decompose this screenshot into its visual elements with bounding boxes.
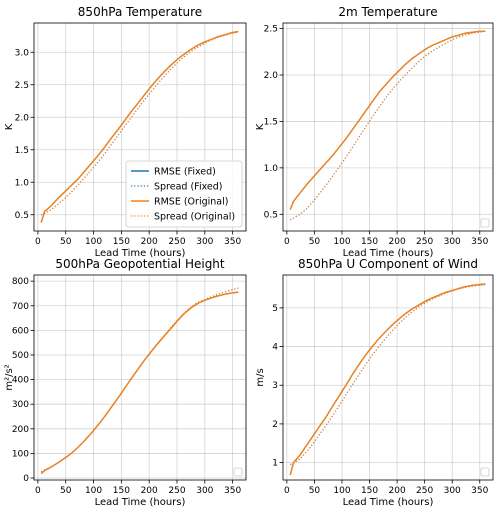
legend-label: RMSE (Original)	[154, 197, 228, 208]
x-tick-label: 350	[471, 237, 488, 247]
x-tick-label: 0	[35, 237, 41, 247]
x-tick-label: 100	[333, 237, 350, 247]
y-tick-label: 2.0	[15, 113, 30, 123]
y-tick-label: 2	[272, 420, 278, 430]
y-tick-label: 1.0	[15, 178, 30, 188]
x-tick-label: 100	[85, 486, 102, 496]
x-tick-label: 50	[60, 237, 72, 247]
x-tick-label: 350	[224, 237, 241, 247]
series-line-rmse-original	[289, 283, 486, 476]
x-tick-label: 0	[35, 486, 41, 496]
legend-label: Spread (Original)	[154, 212, 235, 223]
y-axis-label: K	[4, 123, 15, 130]
y-tick-label: 1	[272, 459, 278, 469]
y-tick-label: 1.5	[264, 117, 278, 127]
chart-title: 850hPa Temperature	[78, 5, 202, 19]
y-tick-label: 600	[12, 326, 29, 336]
axes-frame	[33, 274, 247, 481]
axes-frame	[282, 274, 494, 481]
x-axis-label: Lead Time (hours)	[343, 248, 434, 259]
x-tick-label: 300	[196, 486, 213, 496]
series-line-rmse-fixed	[289, 30, 486, 210]
y-tick-label: 400	[12, 376, 29, 386]
x-tick-label: 0	[284, 486, 290, 496]
y-tick-label: 0	[23, 474, 29, 484]
x-tick-label: 300	[444, 237, 461, 247]
x-tick-label: 250	[416, 237, 433, 247]
chart-title: 500hPa Geopotential Height	[55, 257, 225, 271]
y-tick-label: 1.5	[15, 146, 29, 156]
series-line-rmse-fixed	[289, 283, 486, 476]
x-tick-label: 150	[361, 486, 378, 496]
panel-500hpa-geopotential-height: 0 50 100 150 200 250 300 350 0 100 200 300 400 500 600…	[4, 257, 247, 508]
x-tick-label: 200	[141, 486, 158, 496]
panel-850hpa-u-component-of-wind: 0 50 100 150 200 250 300 350 1 2 3 4 5 850hPa U Compo…	[255, 257, 494, 508]
legend-box-empty	[480, 218, 490, 228]
x-tick-label: 350	[224, 486, 241, 496]
x-tick-label: 200	[389, 486, 406, 496]
x-tick-label: 350	[471, 486, 488, 496]
chart-title: 2m Temperature	[338, 5, 437, 19]
y-tick-label: 3	[272, 381, 278, 391]
x-tick-label: 50	[60, 486, 72, 496]
y-tick-label: 700	[12, 302, 29, 312]
x-tick-label: 150	[361, 237, 378, 247]
y-tick-label: 200	[12, 425, 29, 435]
series-line-rmse-original	[40, 291, 239, 475]
y-tick-label: 100	[12, 449, 29, 459]
series-line-spread-fixed	[290, 284, 486, 466]
x-axis-label: Lead Time (hours)	[343, 497, 434, 508]
y-tick-label: 300	[12, 400, 29, 410]
y-tick-label: 0.5	[264, 210, 278, 220]
legend-label: RMSE (Fixed)	[154, 167, 216, 178]
x-axis-label: Lead Time (hours)	[95, 497, 186, 508]
series-line-rmse-original	[289, 30, 486, 210]
y-tick-label: 5	[272, 304, 278, 314]
x-tick-label: 100	[85, 237, 102, 247]
series-line-spread-fixed	[289, 30, 486, 221]
legend-box	[125, 160, 243, 228]
series-line-rmse-fixed	[40, 291, 239, 475]
legend-box-empty	[233, 467, 243, 477]
axes-frame	[33, 22, 247, 232]
y-tick-label: 3.0	[15, 48, 30, 58]
x-tick-label: 200	[389, 237, 406, 247]
y-axis-label: K	[255, 123, 266, 130]
y-axis-label: m²/s²	[4, 364, 15, 390]
y-tick-label: 0.5	[15, 211, 29, 221]
y-axis-label: m/s	[255, 368, 266, 386]
x-tick-label: 300	[196, 237, 213, 247]
x-tick-label: 100	[333, 486, 350, 496]
x-axis-label: Lead Time (hours)	[95, 248, 186, 259]
series-line-spread-original	[40, 287, 239, 473]
y-tick-label: 2.5	[15, 81, 29, 91]
y-tick-label: 2.0	[264, 71, 279, 81]
x-tick-label: 300	[444, 486, 461, 496]
x-tick-label: 250	[168, 486, 185, 496]
y-tick-label: 1.0	[264, 164, 279, 174]
series-line-spread-original	[290, 284, 486, 466]
legend-box-empty	[480, 467, 490, 477]
x-tick-label: 250	[416, 486, 433, 496]
y-tick-label: 2.5	[264, 25, 278, 35]
legend: RMSE (Fixed) Spread (Fixed) RMSE (Original…	[125, 160, 243, 228]
y-tick-label: 4	[272, 343, 278, 353]
x-tick-label: 50	[309, 237, 321, 247]
panel-2m-temperature: 0 50 100 150 200 250 300 350 0.5 1.0 1.5 2.0 2.5 2m T…	[255, 5, 494, 259]
series-line-spread-original	[289, 30, 486, 221]
axes-frame	[282, 22, 494, 232]
x-tick-label: 0	[284, 237, 290, 247]
x-tick-label: 150	[113, 237, 130, 247]
series-line-rmse-original	[40, 30, 239, 223]
x-tick-label: 250	[168, 237, 185, 247]
legend-label: Spread (Fixed)	[154, 182, 223, 193]
y-tick-label: 800	[12, 277, 29, 287]
y-tick-label: 500	[12, 351, 29, 361]
panel-850hpa-temperature: 0 50 100 150 200 250 300 350 0.5 1.0 1.5 2.0 2.5 3.0 8…	[4, 5, 247, 259]
x-tick-label: 200	[141, 237, 158, 247]
x-tick-label: 50	[309, 486, 321, 496]
chart-title: 850hPa U Component of Wind	[298, 257, 478, 271]
x-tick-label: 150	[113, 486, 130, 496]
